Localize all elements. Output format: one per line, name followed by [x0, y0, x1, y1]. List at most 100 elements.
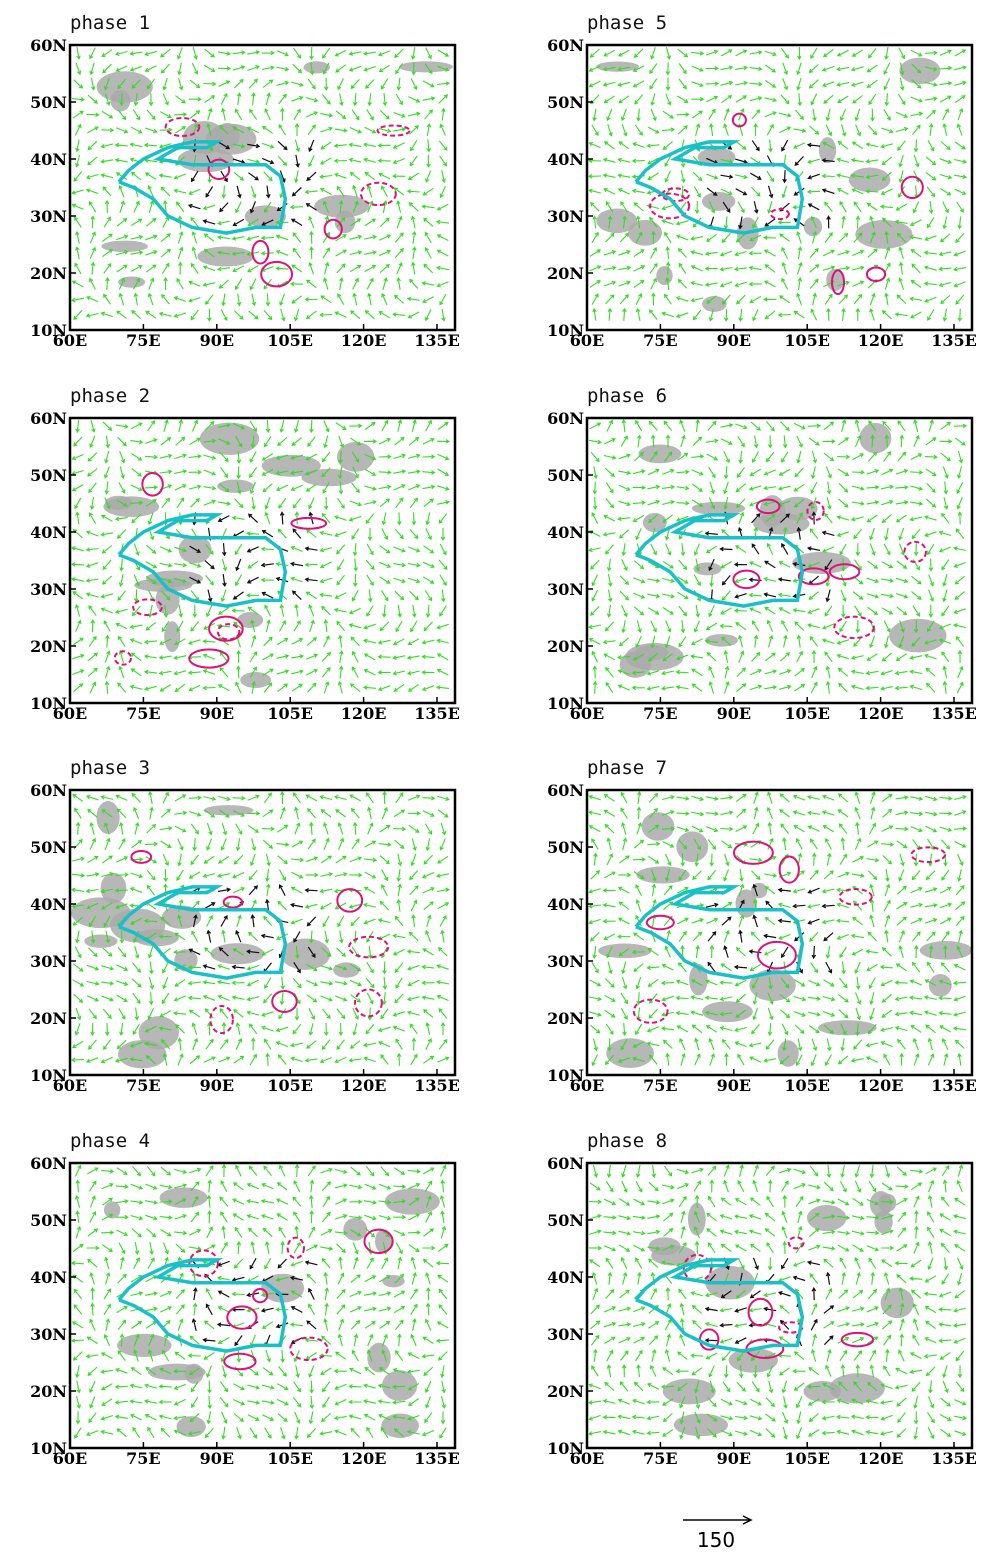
shading [777, 1040, 799, 1067]
shading [636, 866, 690, 884]
contour [216, 623, 241, 641]
shading [96, 71, 153, 103]
lon-tick-label: 60E [53, 704, 87, 723]
lat-tick-label: 10N [547, 1066, 584, 1085]
lon-tick-label: 120E [858, 1449, 904, 1468]
contour [290, 516, 328, 530]
lat-tick-label: 20N [547, 264, 584, 283]
panel-title: phase 2 [70, 385, 150, 407]
lat-tick-label: 40N [30, 1268, 67, 1287]
contour [336, 888, 364, 913]
lat-tick-label: 10N [547, 1439, 584, 1458]
lat-tick-label: 50N [30, 1211, 67, 1230]
lon-tick-label: 105E [267, 1076, 313, 1095]
contour [732, 840, 774, 865]
shading [398, 61, 453, 73]
shading [928, 974, 952, 997]
shading [889, 618, 947, 653]
lon-tick-label: 90E [717, 331, 751, 350]
wind-vectors [587, 47, 967, 322]
lon-tick-label: 90E [717, 1076, 751, 1095]
contour [838, 888, 873, 906]
plateau-outline [634, 513, 805, 608]
panel-frame [585, 416, 974, 705]
lat-tick-label: 60N [547, 781, 584, 800]
lon-tick-label: 135E [414, 1076, 460, 1095]
lon-tick-label: 135E [414, 1449, 460, 1468]
panel-title: phase 6 [587, 385, 667, 407]
shading [101, 240, 148, 253]
contour [778, 1321, 804, 1334]
map-panel: phase 7 10N 20N 30N 40N 50N 60N 60E 75E 90E 105E 12… [547, 757, 977, 1095]
lat-tick-label: 50N [30, 838, 67, 857]
shading [214, 123, 240, 150]
contour [113, 650, 133, 666]
contour [632, 998, 669, 1024]
lat-tick-label: 60N [547, 36, 584, 55]
contour [353, 988, 383, 1018]
lon-tick-label: 60E [570, 1076, 604, 1095]
shading [596, 61, 640, 72]
panel-title: phase 4 [70, 1130, 150, 1152]
lon-tick-label: 135E [414, 331, 460, 350]
contour [188, 1249, 219, 1278]
plateau-outline [117, 1258, 288, 1353]
contour [745, 1338, 785, 1359]
lon-tick-label: 90E [717, 704, 751, 723]
lat-tick-label: 30N [547, 580, 584, 599]
contour [252, 1288, 269, 1304]
contour [903, 540, 927, 564]
lon-tick-label: 60E [53, 1449, 87, 1468]
lon-tick-label: 75E [126, 704, 160, 723]
contour [645, 914, 675, 931]
panel-title: phase 8 [587, 1130, 667, 1152]
shading [334, 210, 356, 234]
lat-tick-label: 40N [547, 1268, 584, 1287]
wind-vectors-significant [705, 883, 835, 974]
lat-tick-label: 50N [547, 1211, 584, 1230]
lat-tick-label: 40N [547, 150, 584, 169]
contour [323, 218, 343, 240]
contour [348, 935, 390, 959]
shading [697, 147, 736, 167]
contour [286, 1236, 305, 1260]
shading [693, 562, 722, 576]
lat-tick-label: 20N [30, 637, 67, 656]
lon-tick-label: 90E [200, 1076, 234, 1095]
contour [359, 181, 397, 207]
lon-tick-label: 75E [126, 1076, 160, 1095]
shading [177, 147, 235, 173]
lat-tick-label: 30N [30, 1325, 67, 1344]
panel-frame [585, 788, 974, 1077]
shading [301, 468, 357, 487]
lon-tick-label: 60E [53, 1076, 87, 1095]
wind-vectors [70, 790, 450, 1066]
contour [222, 895, 244, 909]
lat-tick-label: 60N [30, 1154, 67, 1173]
contour [251, 239, 270, 265]
shading [676, 831, 709, 863]
lat-tick-label: 40N [30, 523, 67, 542]
lon-tick-label: 135E [414, 704, 460, 723]
shading [159, 1187, 208, 1208]
lon-tick-label: 135E [931, 1449, 977, 1468]
lon-tick-label: 105E [784, 331, 830, 350]
lon-tick-label: 105E [267, 331, 313, 350]
contour [649, 192, 691, 220]
shading [656, 266, 673, 286]
lat-tick-label: 60N [30, 36, 67, 55]
lon-tick-label: 120E [858, 1076, 904, 1095]
lon-tick-label: 75E [643, 704, 677, 723]
shading [662, 1378, 716, 1405]
lat-tick-label: 10N [30, 321, 67, 340]
shading [818, 137, 837, 164]
lon-tick-label: 135E [931, 704, 977, 723]
contour [209, 1004, 234, 1035]
contour [271, 989, 298, 1013]
plateau-outline [634, 885, 805, 980]
lon-tick-label: 90E [200, 1449, 234, 1468]
contour [806, 500, 825, 521]
lon-tick-label: 75E [126, 331, 160, 350]
wind-vectors [70, 419, 451, 694]
contour [833, 615, 875, 640]
